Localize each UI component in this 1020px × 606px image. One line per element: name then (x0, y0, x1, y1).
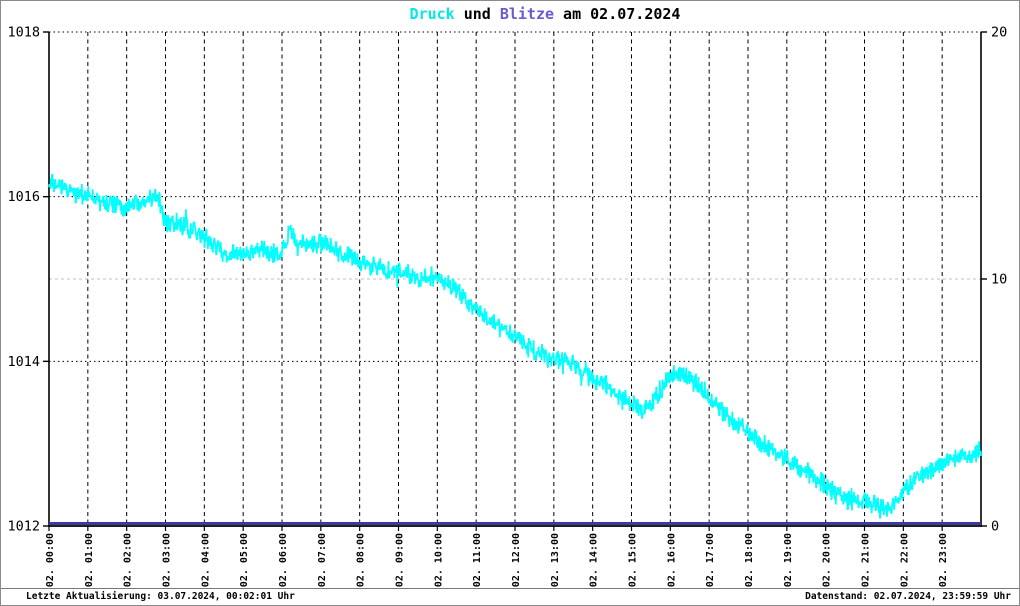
y-tick-label-right: 10 (991, 272, 1007, 288)
x-tick-label: 02. 06:00 (278, 533, 289, 587)
x-tick-label: 02. 02:00 (123, 533, 134, 587)
x-tick-label: 02. 13:00 (550, 533, 561, 587)
y-tick-label-left: 1012 (7, 519, 40, 535)
y-tick-label-right: 0 (991, 519, 999, 535)
x-tick-label: 02. 15:00 (628, 533, 639, 587)
druck-series-path (48, 173, 982, 519)
footer-divider (1, 588, 1019, 589)
druck-pressure-trace (48, 173, 982, 519)
x-tick-label: 02. 03:00 (162, 533, 173, 587)
axes-group (43, 31, 987, 531)
x-tick-label: 02. 09:00 (395, 533, 406, 587)
title-blitze: Blitze (499, 5, 555, 23)
y-tick-label-left: 1018 (7, 25, 40, 41)
x-tick-label: 02. 19:00 (783, 533, 794, 587)
y-axis-labels-right: 20 10 0 (991, 25, 1007, 535)
x-tick-label: 02. 01:00 (84, 533, 95, 587)
title-und: und (454, 5, 500, 23)
y-tick-label-left: 1014 (7, 354, 40, 370)
x-tick-label: 02. 12:00 (511, 533, 522, 587)
gridlines-group (49, 31, 981, 526)
x-tick-label: 02. 16:00 (666, 533, 677, 587)
x-tick-label: 02. 00:00 (45, 533, 56, 587)
x-tick-label: 02. 07:00 (317, 533, 328, 587)
chart-title: Druck und Blitze am 02.07.2024 (36, 5, 1019, 23)
footer-last-update: Letzte Aktualisierung: 03.07.2024, 00:02… (26, 591, 295, 602)
x-tick-label: 02. 18:00 (744, 533, 755, 587)
x-tick-label: 02. 22:00 (899, 533, 910, 587)
x-tick-label: 02. 04:00 (200, 533, 211, 587)
x-tick-label: 02. 08:00 (356, 533, 367, 587)
x-tick-label: 02. 21:00 (861, 533, 872, 587)
x-tick-label: 02. 11:00 (472, 533, 483, 587)
y-tick-label-left: 1016 (7, 189, 40, 205)
title-date: am 02.07.2024 (554, 5, 681, 23)
y-tick-label-right: 20 (991, 25, 1007, 41)
x-tick-label: 02. 14:00 (589, 533, 600, 587)
x-tick-label: 02. 20:00 (822, 533, 833, 587)
x-tick-label: 02. 10:00 (433, 533, 444, 587)
x-tick-label: 02. 17:00 (705, 533, 716, 587)
y-axis-labels-left: 1018 1016 1014 1012 (7, 25, 40, 535)
title-druck: Druck (409, 5, 455, 23)
x-tick-label: 02. 05:00 (239, 533, 250, 587)
footer-data-state: Datenstand: 02.07.2024, 23:59:59 Uhr (805, 591, 1011, 602)
x-tick-label: 02. 23:00 (938, 533, 949, 587)
x-axis-labels: 02. 00:00 02. 01:00 02. 02:00 02. 03:00 02. … (45, 533, 949, 587)
